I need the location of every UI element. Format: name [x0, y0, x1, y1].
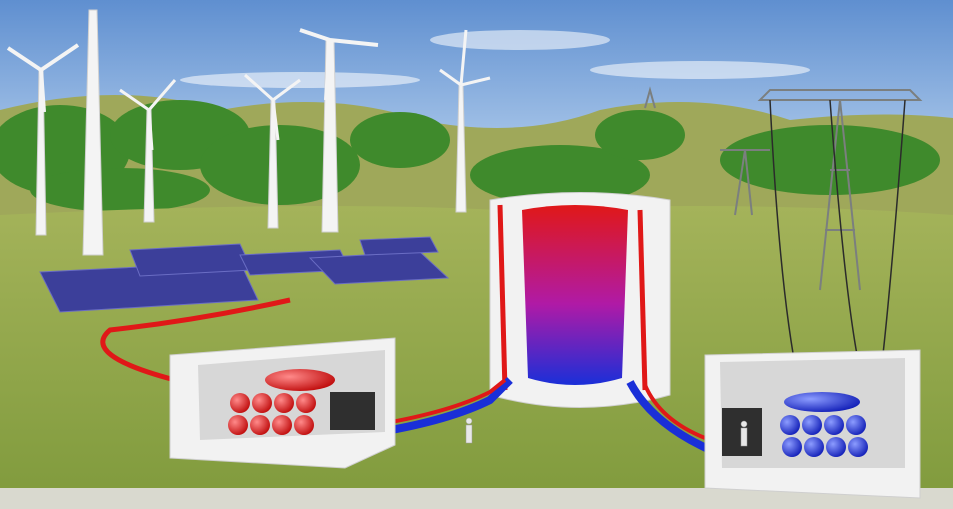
person-figure [465, 417, 748, 447]
road [0, 488, 953, 509]
hot-pipe-solar [100, 297, 291, 383]
pipe-to-left-box [379, 377, 513, 436]
cold-machine-room [704, 349, 921, 499]
solar-panel-icon [39, 236, 450, 313]
power-pylon-icon [644, 86, 923, 291]
pipe-to-left-box-hot [379, 378, 507, 426]
hot-machine-room [169, 337, 396, 469]
wind-turbine-icon [6, 9, 491, 256]
pipe-to-right-box-hot [643, 384, 706, 440]
storage-tank-icon [489, 192, 671, 408]
pipe-to-right-box [626, 380, 712, 454]
